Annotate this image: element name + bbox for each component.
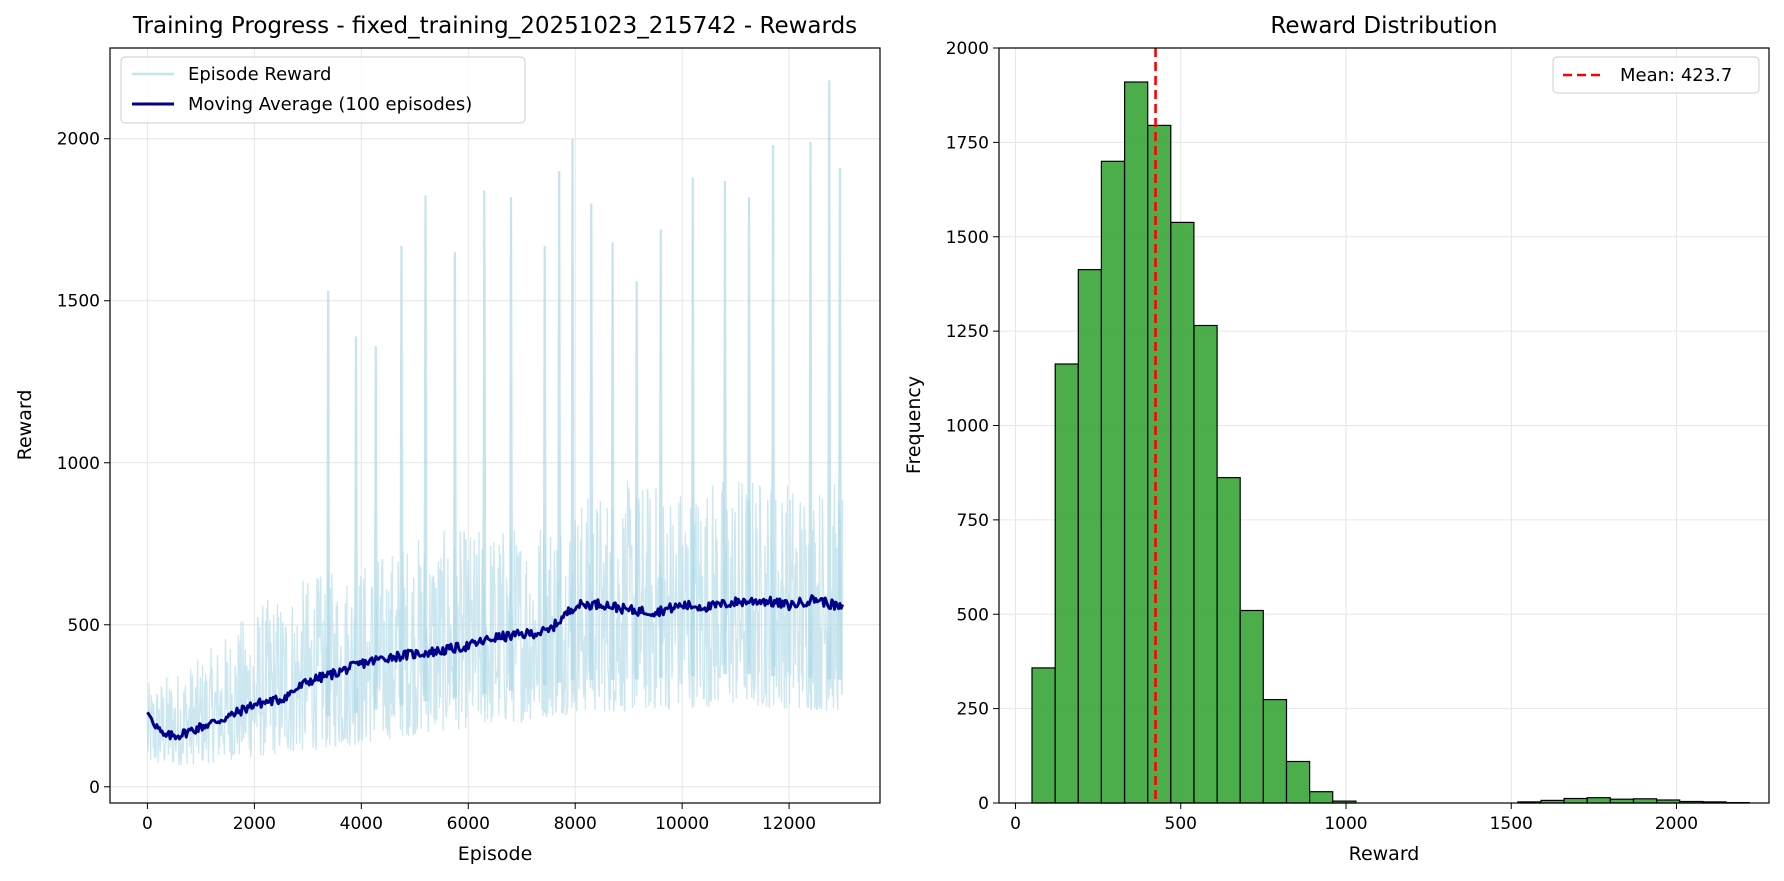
episode-reward-series	[146, 80, 844, 766]
right-y-axis-label: Frequency	[903, 376, 925, 474]
right-y-tick-label: 1000	[946, 417, 989, 437]
episode-reward-spike	[482, 190, 487, 695]
histogram-bar	[1239, 609, 1264, 804]
right-x-tick-label: 0	[1010, 814, 1021, 834]
legend-moving-average-label: Moving Average (100 episodes)	[188, 94, 472, 115]
right-y-tick-label: 2000	[946, 39, 989, 59]
right-legend: Mean: 423.7	[1552, 56, 1760, 94]
episode-reward-spike	[771, 145, 776, 676]
episode-reward-spike	[373, 346, 378, 710]
right-y-tick-label: 1750	[946, 133, 989, 153]
left-x-tick-label: 8000	[554, 814, 597, 834]
episode-reward-spike	[610, 242, 615, 680]
right-y-tick-label: 750	[957, 511, 989, 531]
right-x-axis-label: Reward	[1349, 843, 1420, 865]
right-x-ticks: 0 500 1000 1500 2000	[1010, 803, 1698, 834]
episode-reward-spike	[658, 229, 663, 678]
left-x-tick-label: 4000	[340, 814, 383, 834]
histogram-bar	[1031, 667, 1056, 804]
episode-reward-spike	[570, 138, 575, 681]
episode-reward-spike	[326, 290, 331, 717]
episode-reward-spike	[557, 171, 562, 683]
histogram-bars	[1031, 81, 1750, 804]
left-y-tick-label: 2000	[57, 130, 100, 150]
episode-reward-spike	[690, 177, 695, 677]
right-y-ticks: 0 250 500 750 1000 1250 1500 1750 2000	[946, 39, 999, 814]
left-x-tick-label: 2000	[233, 814, 276, 834]
left-chart-title: Training Progress - fixed_training_20251…	[132, 13, 857, 39]
histogram-bar	[1100, 160, 1126, 804]
histogram-bar	[1123, 81, 1149, 804]
left-legend-box	[120, 56, 526, 124]
histogram-bar	[1285, 760, 1311, 804]
episode-reward-spike	[589, 203, 594, 680]
episode-reward-spike	[509, 197, 514, 691]
moving-average-series	[146, 594, 845, 741]
episode-reward-spike	[423, 195, 428, 702]
histogram-bar	[1193, 324, 1218, 804]
left-y-tick-label: 500	[68, 616, 100, 636]
histogram-bar	[1308, 791, 1334, 804]
histogram-bar	[1216, 477, 1241, 804]
episode-reward-spike	[827, 80, 832, 680]
histogram-bar	[1147, 124, 1172, 804]
right-chart-title: Reward Distribution	[1270, 13, 1497, 39]
episode-reward-line	[146, 480, 844, 766]
histogram-bar	[1077, 269, 1103, 804]
left-y-ticks: 0 500 1000 1500 2000	[57, 130, 110, 798]
episode-reward-spike	[746, 197, 752, 675]
moving-average-line	[146, 594, 845, 741]
right-x-tick-label: 2000	[1655, 814, 1698, 834]
episode-reward-spike	[722, 180, 727, 675]
right-y-tick-label: 250	[957, 700, 989, 720]
right-y-tick-label: 1250	[946, 322, 989, 342]
histogram-bar	[1170, 221, 1195, 804]
right-y-tick-label: 1500	[946, 228, 989, 248]
right-panel: Reward Distribution 0 500 1000 1500 2000 0 25…	[903, 13, 1770, 865]
legend-episode-reward-label: Episode Reward	[188, 64, 331, 85]
episode-reward-spike	[837, 167, 842, 680]
left-y-tick-label: 1000	[57, 454, 100, 474]
episode-reward-spike	[542, 245, 547, 686]
right-x-tick-label: 500	[1165, 814, 1197, 834]
left-x-tick-label: 10000	[655, 814, 709, 834]
episode-reward-spike	[634, 281, 639, 680]
left-y-axis-label: Reward	[14, 390, 36, 461]
episode-reward-spike	[399, 245, 404, 706]
episode-reward-spike	[452, 252, 457, 698]
left-y-tick-label: 0	[89, 778, 100, 798]
left-panel: Training Progress - fixed_training_20251…	[14, 13, 881, 865]
episode-reward-spike	[353, 336, 358, 713]
right-x-tick-label: 1000	[1324, 814, 1367, 834]
right-y-tick-label: 500	[957, 605, 989, 625]
right-legend-box	[1552, 56, 1760, 94]
right-x-tick-label: 1500	[1490, 814, 1533, 834]
histogram-bar	[1262, 698, 1288, 804]
left-axes-frame	[109, 47, 881, 804]
histogram-bar	[1632, 798, 1658, 804]
legend-mean-label: Mean: 423.7	[1620, 65, 1732, 86]
left-x-tick-label: 12000	[762, 814, 816, 834]
left-x-axis-label: Episode	[458, 843, 533, 865]
left-x-ticks: 0 2000 4000 6000 8000 10000 12000	[142, 803, 816, 834]
episode-reward-spike	[808, 141, 813, 678]
histogram-bar	[1586, 797, 1611, 804]
left-x-tick-label: 6000	[447, 814, 490, 834]
left-y-tick-label: 1500	[57, 292, 100, 312]
left-x-tick-label: 0	[142, 814, 153, 834]
histogram-bar	[1563, 797, 1588, 804]
right-y-tick-label: 0	[978, 794, 989, 814]
histogram-bar	[1054, 363, 1079, 804]
left-legend: Episode Reward Moving Average (100 episo…	[120, 56, 526, 124]
